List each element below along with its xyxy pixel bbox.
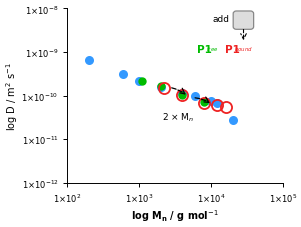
- Y-axis label: log D / m$^2$ s$^{-1}$: log D / m$^2$ s$^{-1}$: [4, 62, 20, 131]
- Text: $_{free}$: $_{free}$: [206, 45, 219, 54]
- Text: 2 × M$_n$: 2 × M$_n$: [162, 111, 194, 124]
- Text: P1: P1: [197, 45, 212, 55]
- X-axis label: log M$_\mathbf{n}$ / g mol$^{-1}$: log M$_\mathbf{n}$ / g mol$^{-1}$: [131, 207, 219, 223]
- Text: add: add: [213, 15, 230, 24]
- Text: $_{bound}$: $_{bound}$: [234, 45, 253, 54]
- Text: P1: P1: [225, 45, 240, 55]
- FancyBboxPatch shape: [233, 12, 254, 30]
